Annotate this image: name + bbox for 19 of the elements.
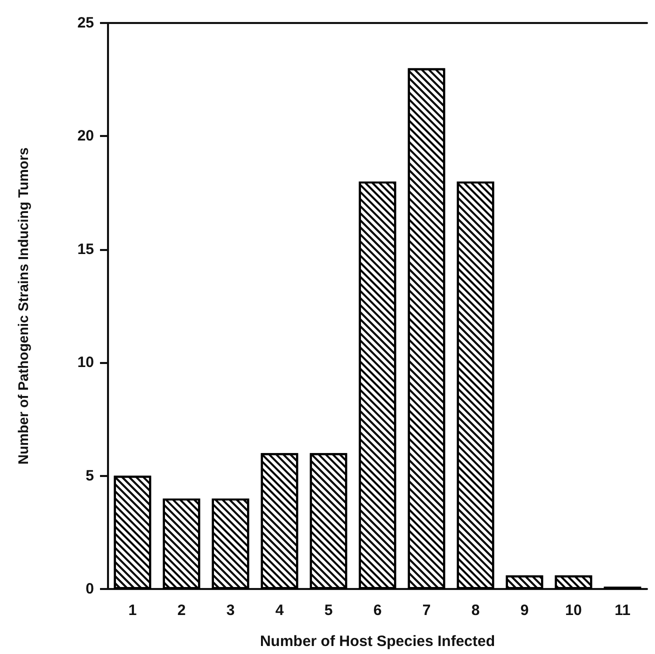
- x-tick-label: 4: [275, 602, 284, 619]
- x-tick-label: 6: [373, 602, 382, 619]
- y-tick-label: 15: [77, 240, 94, 258]
- x-tick-label: 5: [324, 602, 333, 619]
- x-tick-label: 3: [226, 602, 235, 619]
- x-axis-title: Number of Host Species Infected: [260, 633, 496, 650]
- y-tick-label: 5: [86, 467, 94, 484]
- y-tick-label: 0: [86, 580, 94, 598]
- x-tick-label: 1: [128, 602, 137, 619]
- y-axis-title: Number of Pathogenic Strains Inducing Tumors: [15, 147, 31, 465]
- y-tick-label: 20: [77, 128, 94, 145]
- y-tick-label: 10: [77, 354, 94, 372]
- x-tick-label: 2: [177, 602, 186, 619]
- x-tick-label: 10: [565, 602, 582, 619]
- x-tick-label: 7: [422, 602, 431, 619]
- y-tick-label: 25: [77, 14, 94, 32]
- x-tick-label: 8: [471, 602, 480, 619]
- x-tick-label: 11: [614, 602, 630, 619]
- x-tick-label: 9: [520, 602, 529, 619]
